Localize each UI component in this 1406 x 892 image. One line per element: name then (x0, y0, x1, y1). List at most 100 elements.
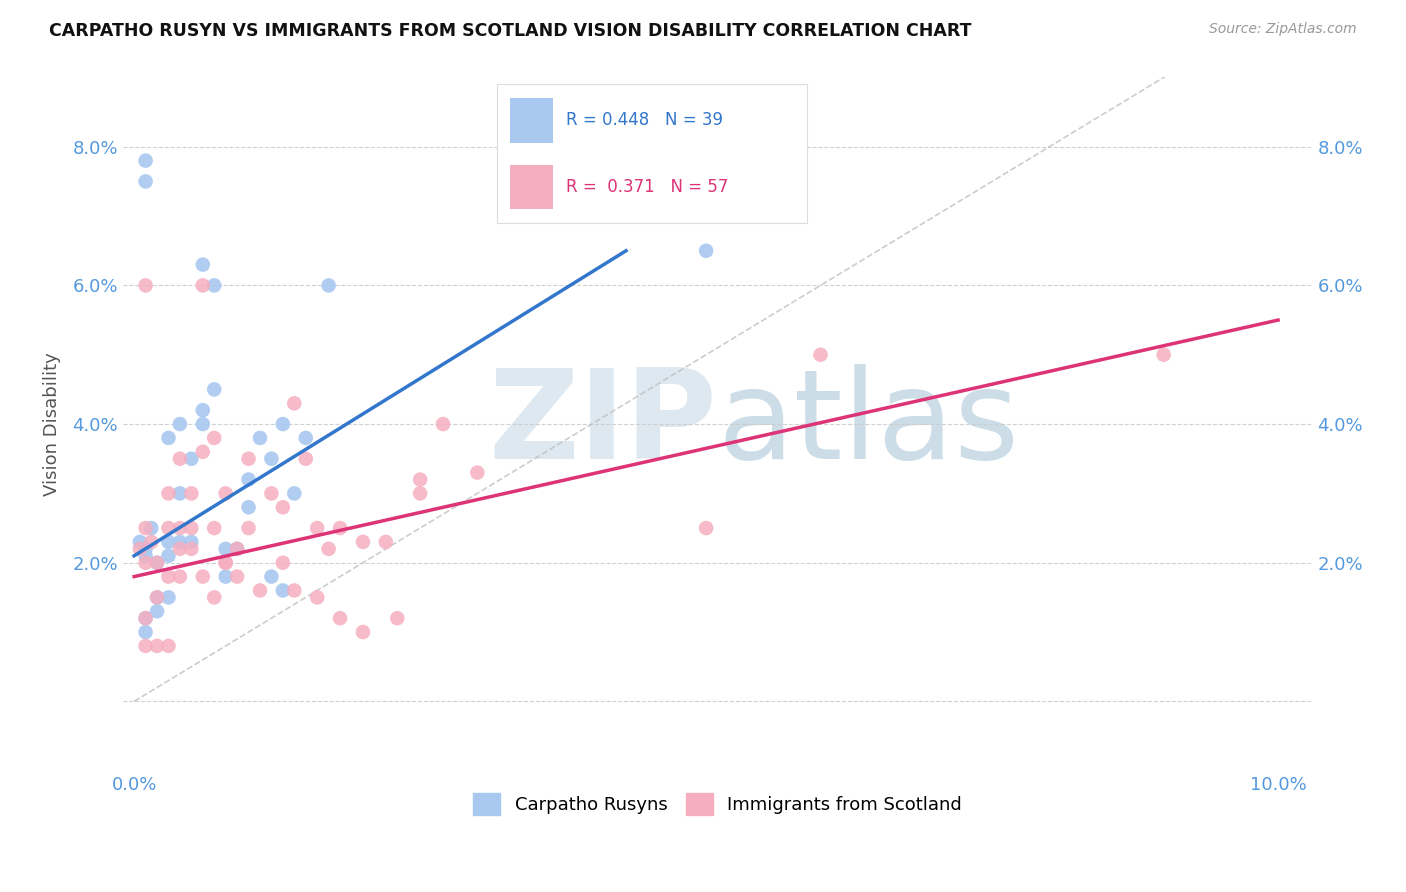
Point (329, 521, 352, 535)
Point (215, 569, 238, 583)
Point (169, 486, 191, 500)
Text: ZIP: ZIP (489, 364, 717, 484)
Point (157, 535, 180, 549)
Point (318, 541, 340, 556)
Point (191, 278, 214, 293)
Point (169, 521, 191, 535)
Point (157, 639, 180, 653)
Point (146, 556, 169, 570)
Point (191, 569, 214, 583)
Point (141, 535, 163, 549)
Point (215, 556, 238, 570)
Point (157, 569, 180, 583)
Point (146, 639, 169, 653)
Point (238, 521, 260, 535)
Point (135, 611, 157, 625)
Point (271, 556, 294, 570)
Point (146, 591, 169, 605)
Point (202, 591, 225, 605)
Point (157, 486, 180, 500)
Point (283, 396, 305, 410)
Point (283, 583, 305, 598)
Point (202, 278, 225, 293)
Point (191, 403, 214, 417)
Point (352, 625, 374, 640)
Point (307, 521, 329, 535)
Point (135, 521, 157, 535)
Point (146, 556, 169, 570)
Point (128, 541, 150, 556)
Point (294, 451, 316, 466)
Point (226, 541, 249, 556)
Point (157, 431, 180, 445)
Point (215, 486, 238, 500)
Point (157, 591, 180, 605)
Point (135, 541, 157, 556)
Point (180, 521, 202, 535)
Point (226, 541, 249, 556)
Point (307, 591, 329, 605)
Point (135, 625, 157, 640)
Legend: Carpatho Rusyns, Immigrants from Scotland: Carpatho Rusyns, Immigrants from Scotlan… (464, 784, 972, 824)
Point (169, 417, 191, 431)
Point (318, 278, 340, 293)
Point (260, 569, 283, 583)
Point (238, 473, 260, 487)
Point (169, 541, 191, 556)
Point (432, 417, 454, 431)
Point (215, 556, 238, 570)
Point (352, 535, 374, 549)
Point (238, 500, 260, 515)
Point (191, 417, 214, 431)
Point (180, 541, 202, 556)
Point (141, 521, 163, 535)
Point (180, 535, 202, 549)
Point (695, 521, 717, 535)
Point (409, 486, 432, 500)
Point (374, 535, 396, 549)
Point (146, 591, 169, 605)
Point (191, 444, 214, 458)
Point (249, 431, 271, 445)
Point (260, 486, 283, 500)
Point (180, 486, 202, 500)
Point (135, 278, 157, 293)
Y-axis label: Vision Disability: Vision Disability (44, 352, 60, 496)
Point (202, 521, 225, 535)
Point (135, 174, 157, 188)
Point (146, 604, 169, 618)
Point (135, 556, 157, 570)
Point (157, 549, 180, 563)
Point (238, 451, 260, 466)
Point (169, 535, 191, 549)
Point (271, 417, 294, 431)
Point (191, 258, 214, 272)
Point (135, 549, 157, 563)
Point (271, 500, 294, 515)
Point (387, 611, 409, 625)
Point (810, 348, 832, 362)
Text: CARPATHO RUSYN VS IMMIGRANTS FROM SCOTLAND VISION DISABILITY CORRELATION CHART: CARPATHO RUSYN VS IMMIGRANTS FROM SCOTLA… (49, 22, 972, 40)
Point (157, 521, 180, 535)
Point (1153, 348, 1175, 362)
Point (294, 431, 316, 445)
Point (226, 569, 249, 583)
Point (249, 583, 271, 598)
Point (135, 611, 157, 625)
Point (695, 244, 717, 258)
Point (260, 451, 283, 466)
Text: Source: ZipAtlas.com: Source: ZipAtlas.com (1209, 22, 1357, 37)
Point (409, 473, 432, 487)
Point (271, 583, 294, 598)
Point (180, 451, 202, 466)
Point (169, 451, 191, 466)
Point (128, 535, 150, 549)
Point (465, 466, 488, 480)
Point (283, 486, 305, 500)
Point (169, 569, 191, 583)
Point (135, 639, 157, 653)
Text: atlas: atlas (717, 364, 1019, 484)
Point (329, 611, 352, 625)
Point (135, 153, 157, 168)
Point (215, 541, 238, 556)
